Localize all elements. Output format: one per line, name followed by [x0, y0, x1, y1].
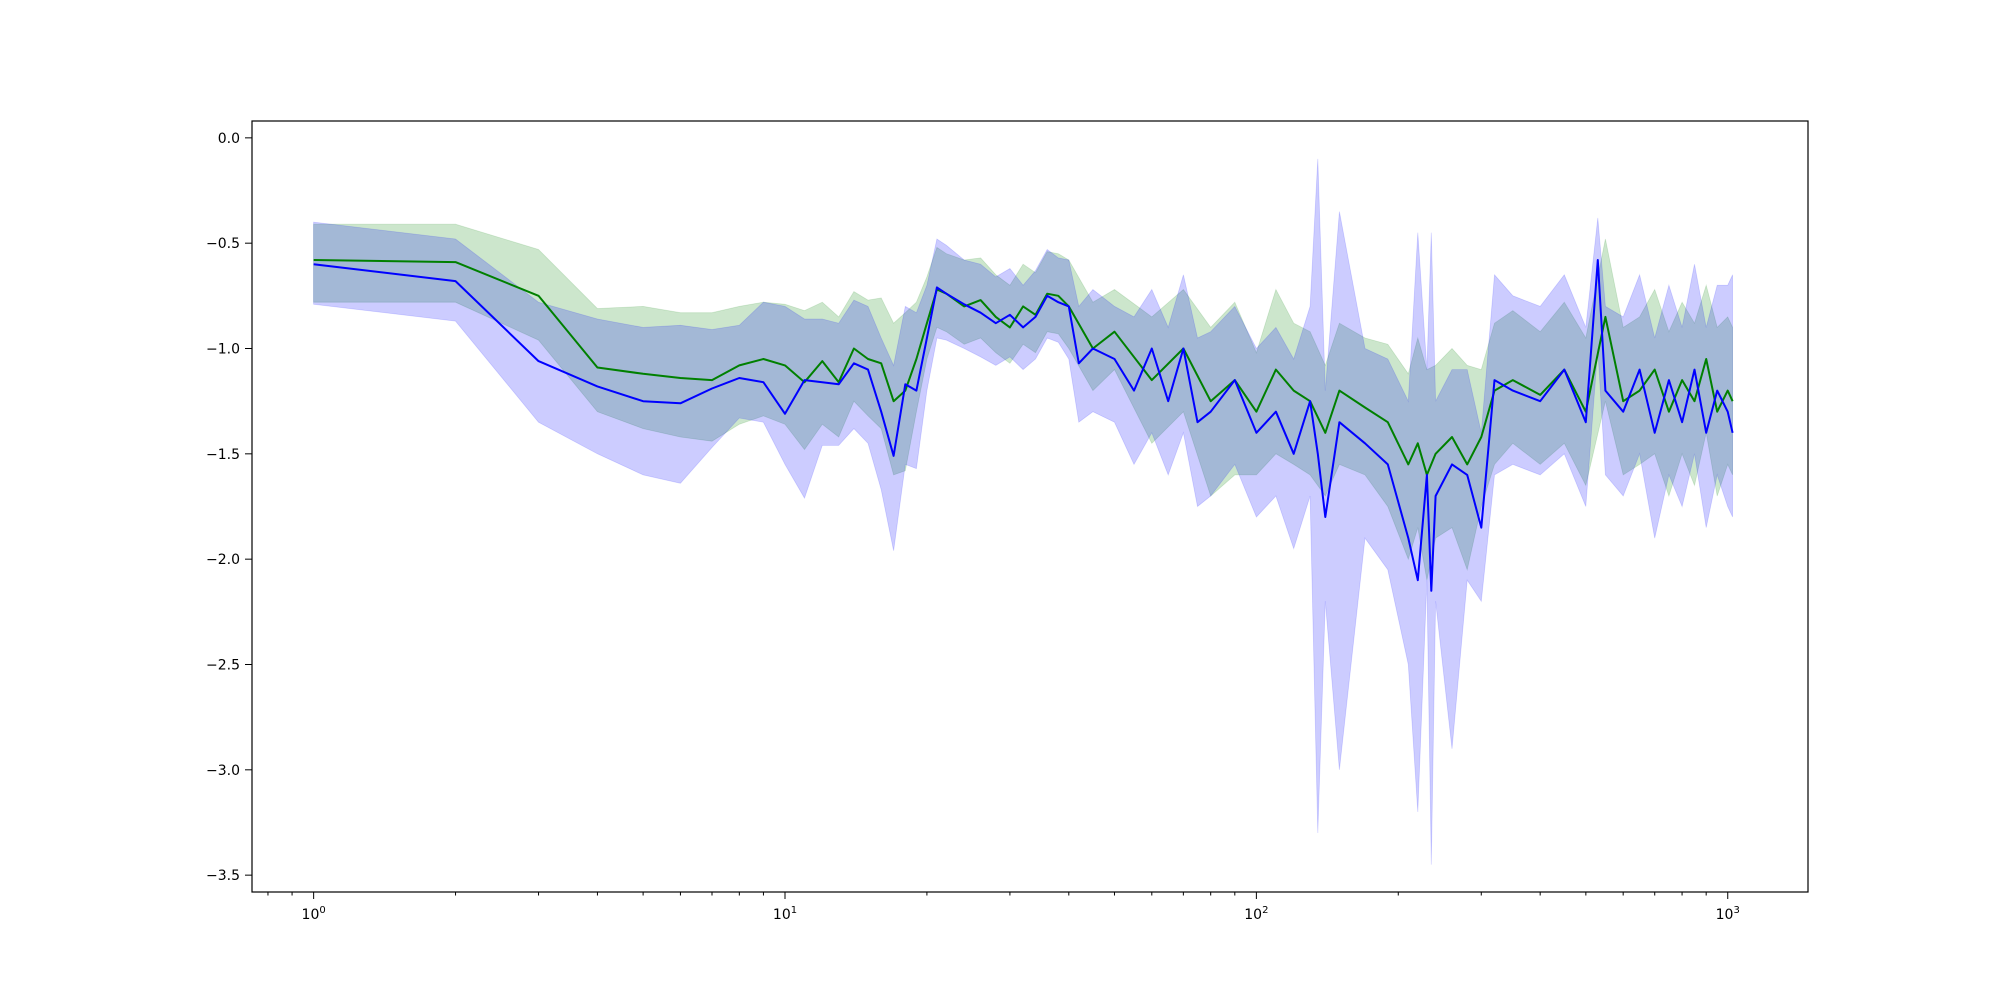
x-axis: 100 101 102 103 — [267, 892, 1740, 923]
plot-frame — [251, 120, 1809, 893]
x-tick-label: 102 — [1244, 905, 1268, 923]
y-tick-label: −2.5 — [206, 657, 240, 673]
y-tick-label: −2.0 — [206, 552, 240, 568]
series-1-line — [313, 259, 1734, 476]
x-tick-label: 101 — [773, 905, 797, 923]
y-tick-label: −3.0 — [206, 763, 240, 779]
series-1-band — [313, 223, 1733, 581]
y-axis: 0.0 −0.5 −1.0 −1.5 −2.0 −2.5 −3.0 −3.5 — [206, 131, 252, 884]
y-tick-label: −1.0 — [206, 342, 240, 358]
series-lines — [313, 259, 1734, 592]
y-tick-label: −1.5 — [206, 447, 240, 463]
y-tick-label: −3.5 — [206, 868, 240, 884]
x-tick-label: 100 — [302, 905, 326, 923]
series-2-line — [313, 259, 1734, 592]
x-tick-label: 103 — [1716, 905, 1740, 923]
y-tick-label: −0.5 — [206, 236, 240, 252]
confidence-bands — [313, 158, 1733, 865]
y-tick-label: 0.0 — [218, 131, 240, 147]
series-2-band — [313, 158, 1733, 865]
